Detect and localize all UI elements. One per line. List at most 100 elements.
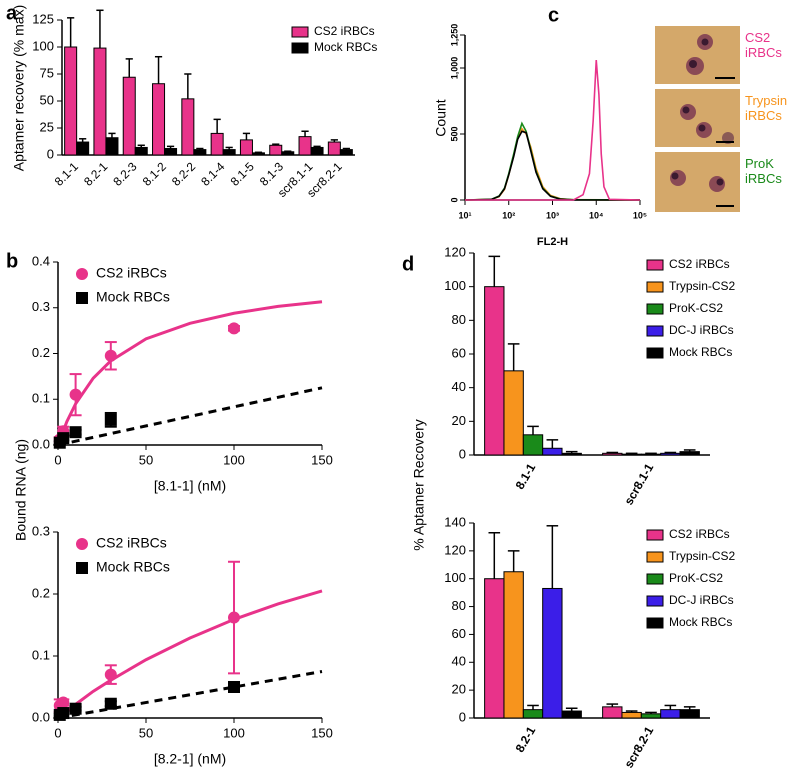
legend-label: Mock RBCs (669, 615, 732, 629)
y-axis-label: Count (433, 99, 449, 136)
legend-swatch (646, 259, 664, 271)
legend-swatch (646, 529, 664, 541)
panel-label: c (548, 4, 559, 26)
y-tick-label: 0.3 (32, 299, 50, 314)
histogram-line (464, 121, 641, 201)
legend-label: CS2 iRBCs (669, 527, 730, 541)
point (104, 697, 117, 710)
y-tick-label: 140 (444, 514, 466, 529)
y-tick-label: 80 (452, 598, 466, 613)
x-tick-label: 8.1-1 (513, 461, 539, 492)
bar (542, 587, 563, 719)
x-tick-label: 8.1-1 (52, 159, 81, 188)
bar (327, 141, 341, 156)
y-tick-label: 60 (452, 345, 466, 360)
y-tick-label: 80 (452, 312, 466, 327)
point (104, 668, 117, 681)
y-axis-label: Aptamer recovery (% max) (11, 5, 27, 171)
y-tick-label: 100 (444, 278, 466, 293)
y-tick-label: 0.4 (32, 253, 50, 268)
bar (602, 706, 623, 719)
bar (660, 709, 681, 719)
legend-marker (76, 562, 88, 574)
x-tick-label: 8.2-1 (81, 159, 110, 188)
point (57, 432, 70, 445)
y-tick-label: 1,250 (449, 24, 459, 47)
legend-label: Mock RBCs (96, 289, 170, 305)
legend-swatch (291, 26, 309, 38)
legend-label: CS2 iRBCs (669, 257, 730, 271)
bar (679, 451, 700, 456)
y-tick-label: 25 (40, 119, 54, 134)
panel-label: a (6, 2, 18, 24)
legend-swatch (646, 325, 664, 337)
image-label: Trypsin iRBCs (745, 93, 787, 123)
y-tick-label: 500 (449, 126, 459, 141)
y-tick-label: 0 (449, 197, 459, 202)
x-tick-label: 8.1-4 (198, 159, 227, 188)
bar (640, 453, 662, 456)
bar (105, 137, 119, 156)
bar (503, 370, 524, 456)
legend-marker (76, 538, 88, 550)
point (228, 322, 240, 335)
x-tick-label: 150 (311, 725, 333, 740)
image-label: ProK iRBCs (745, 156, 782, 186)
parasite (698, 124, 706, 132)
x-tick-label: 8.1-5 (228, 159, 257, 188)
bar (660, 452, 681, 456)
y-tick-label: 0.3 (32, 523, 50, 538)
bar (621, 453, 642, 456)
micrographs (655, 26, 740, 212)
x-tick-label: scr8.2-1 (622, 724, 657, 771)
bar (561, 710, 582, 719)
fit-line (57, 670, 323, 720)
x-axis-label: [8.1-1] (nM) (154, 478, 226, 494)
y-tick-label: 0.0 (32, 709, 50, 724)
legend-swatch (646, 281, 664, 293)
bar (152, 83, 166, 156)
y-tick-label: 100 (444, 570, 466, 585)
point (69, 388, 82, 401)
x-tick-label: 0 (54, 725, 61, 740)
bar (339, 149, 353, 156)
bar (561, 452, 582, 456)
fit-line (57, 589, 323, 720)
fit-line (57, 386, 323, 447)
x-tick-label: 100 (223, 725, 245, 740)
bar (251, 152, 265, 156)
legend-label: DC-J iRBCs (669, 593, 734, 607)
x-tick-label: 8.2-3 (110, 159, 139, 188)
x-tick-label: 100 (223, 452, 245, 467)
bar (484, 578, 505, 719)
legend-swatch (646, 573, 664, 585)
x-tick-label: 50 (139, 725, 153, 740)
legend-label: Mock RBCs (314, 40, 377, 54)
x-tick-label: scr8.1-1 (622, 461, 657, 508)
x-tick-label: 10⁵ (633, 210, 647, 220)
y-tick-label: 0 (459, 446, 466, 461)
x-tick-label: 8.2-1 (513, 724, 539, 755)
y-tick-label: 20 (452, 682, 466, 697)
bar (679, 709, 700, 719)
fit-line (56, 300, 323, 446)
bar (222, 149, 236, 156)
x-tick-label: 8.2-2 (169, 159, 198, 188)
y-tick-label: 40 (452, 654, 466, 669)
x-axis-label: [8.2-1] (nM) (154, 751, 226, 767)
y-tick-label: 120 (444, 244, 466, 259)
x-tick-label: 0 (54, 452, 61, 467)
y-tick-label: 125 (32, 11, 54, 26)
bar (522, 709, 544, 719)
y-tick-label: 0.2 (32, 345, 50, 360)
legend-label: CS2 iRBCs (314, 24, 375, 38)
bar (93, 47, 107, 156)
point (57, 707, 70, 720)
y-tick-label: 0 (459, 709, 466, 724)
bar (134, 146, 148, 156)
point (104, 349, 117, 362)
bar (193, 149, 207, 156)
bar (269, 144, 283, 156)
legend-swatch (646, 303, 664, 315)
